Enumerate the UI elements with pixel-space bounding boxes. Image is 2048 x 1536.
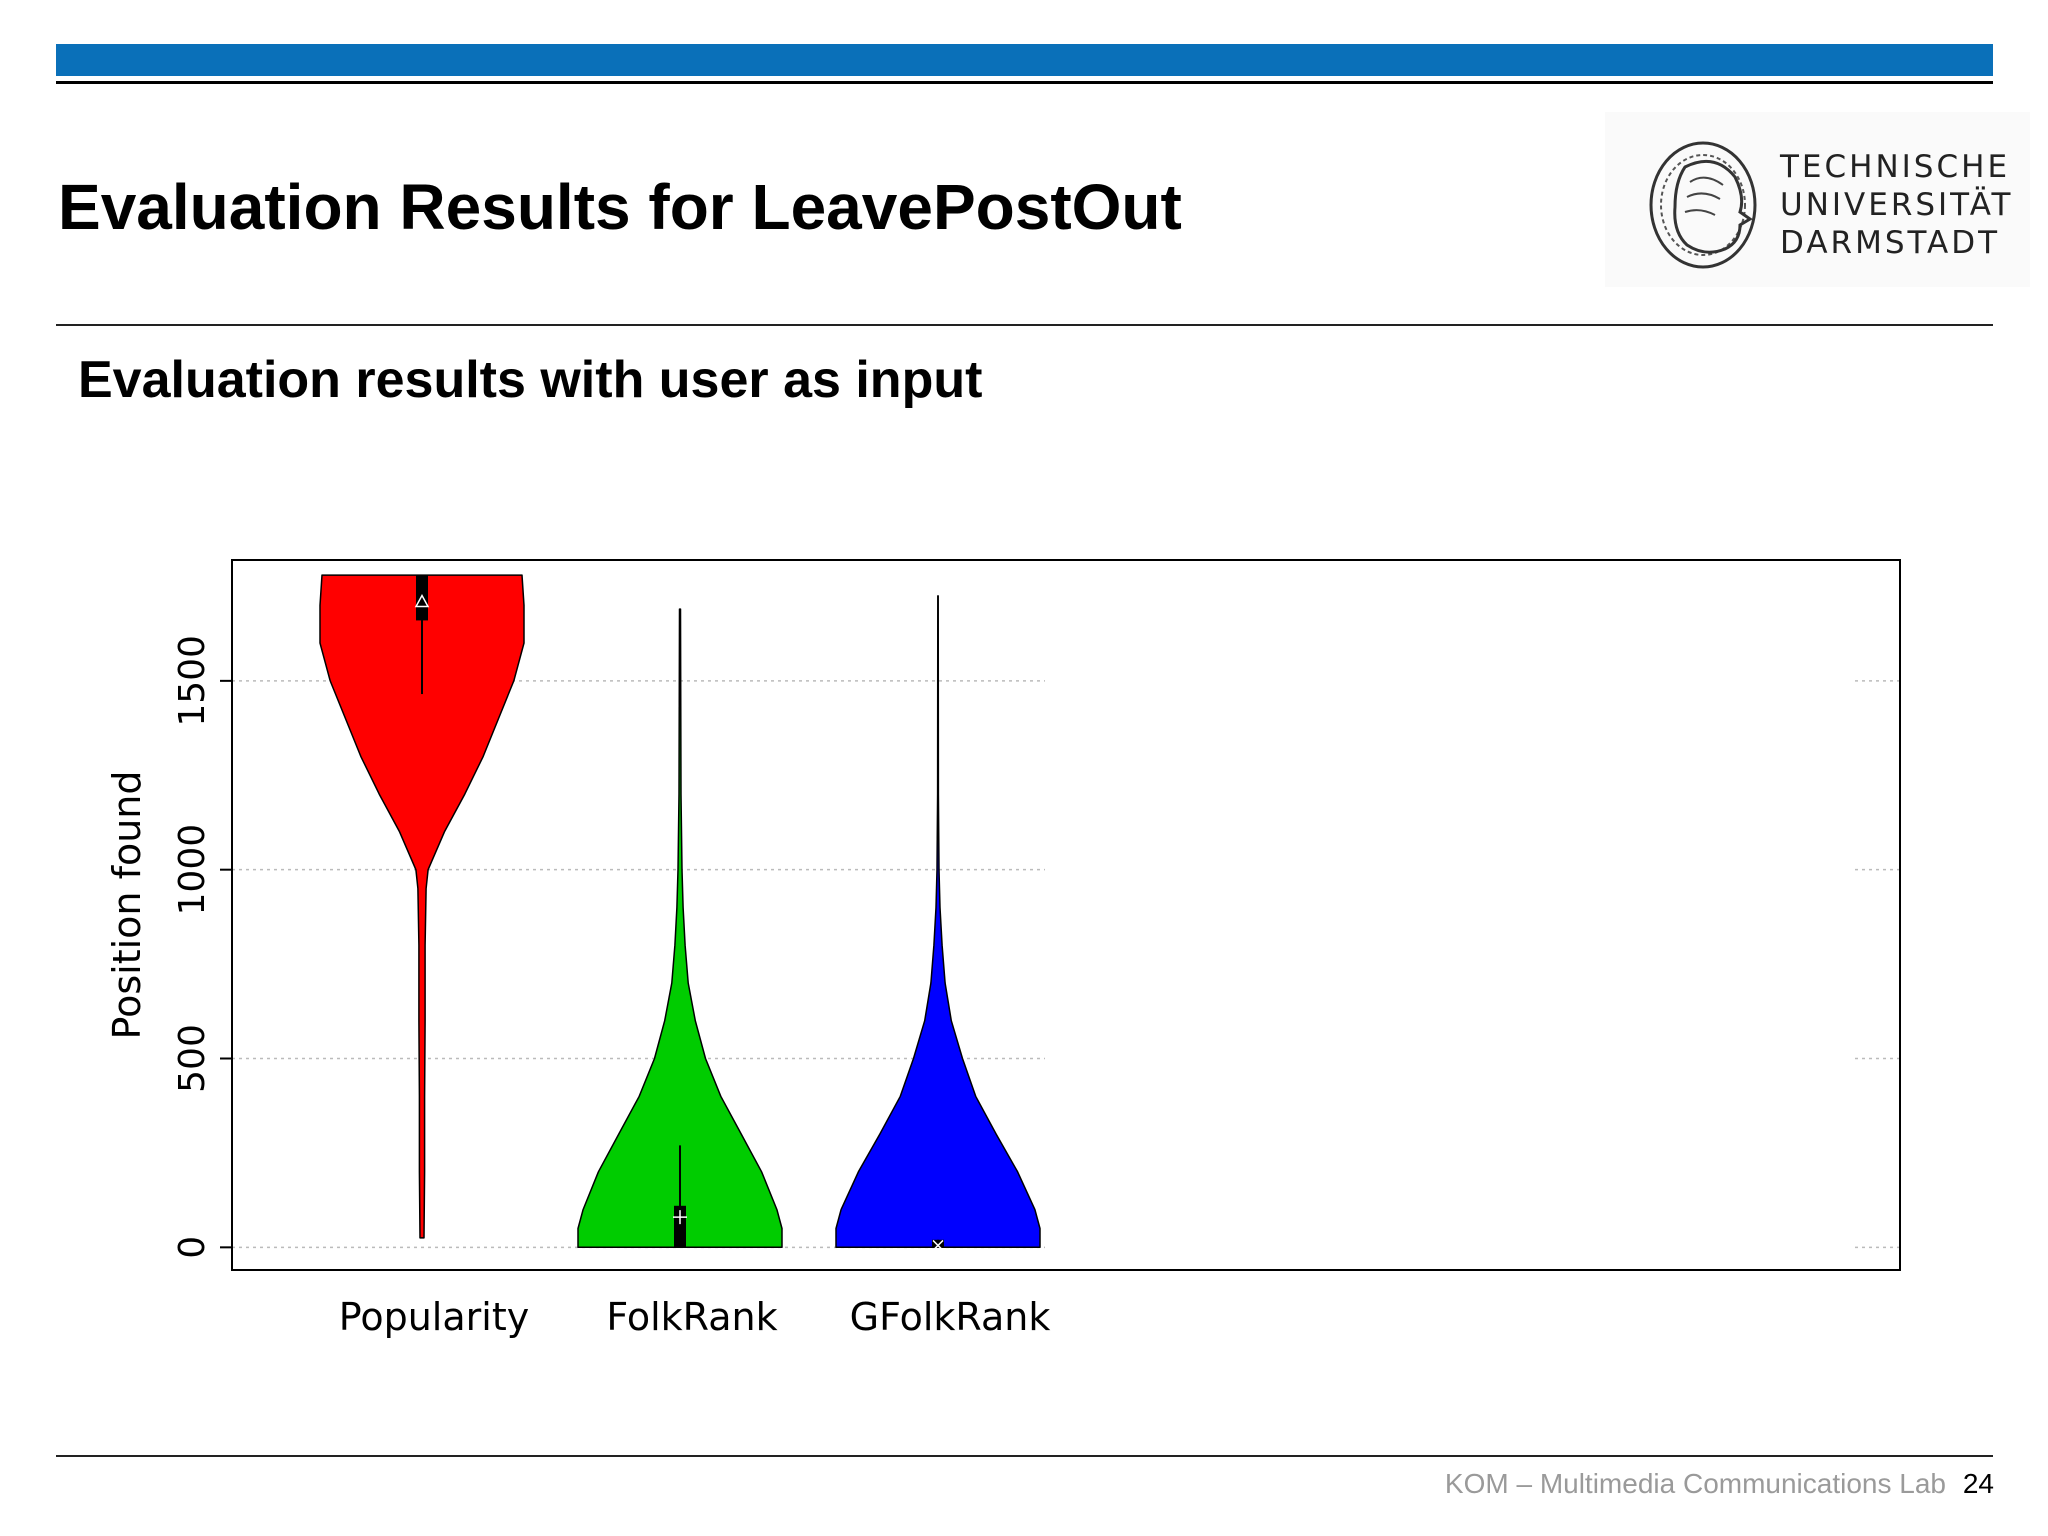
title-separator bbox=[56, 324, 1993, 326]
slide-subtitle: Evaluation results with user as input bbox=[78, 351, 983, 409]
logo-line: DARMSTADT bbox=[1780, 225, 2001, 261]
slide-title: Evaluation Results for LeavePostOut bbox=[58, 171, 1182, 243]
logo-line: UNIVERSITÄT bbox=[1780, 187, 2014, 223]
median-marker bbox=[932, 1239, 944, 1251]
grid-lines bbox=[232, 680, 1900, 1249]
y-tick-label: 1000 bbox=[172, 824, 213, 916]
violin-chart: 0 500 1000 1500 Popularity FolkRank GFolkRank… bbox=[105, 559, 1901, 1339]
logo-text: TECHNISCHE UNIVERSITÄT DARMSTADT bbox=[1780, 148, 2013, 262]
footer-separator bbox=[56, 1455, 1993, 1457]
y-axis-label: Position found bbox=[105, 771, 149, 1040]
x-tick-label: FolkRank bbox=[606, 1295, 777, 1339]
iqr-box-folkrank bbox=[674, 1205, 686, 1248]
logo-line: TECHNISCHE bbox=[1780, 149, 2011, 185]
median-marker bbox=[414, 593, 430, 608]
plot-frame bbox=[231, 559, 1901, 1271]
violin-popularity bbox=[319, 574, 525, 1239]
x-axis: Popularity FolkRank GFolkRank bbox=[339, 1295, 1051, 1339]
y-tick-label: 1500 bbox=[172, 635, 213, 727]
violins bbox=[319, 574, 1041, 1251]
footer-lab-name: KOM – Multimedia Communications Lab bbox=[1444, 1468, 1946, 1499]
x-tick-label: GFolkRank bbox=[850, 1295, 1051, 1339]
iqr-box-gfolkrank bbox=[932, 1239, 944, 1248]
median-marker bbox=[673, 1210, 687, 1225]
header-bar bbox=[56, 44, 1993, 76]
violin-folkrank bbox=[577, 608, 783, 1249]
iqr-box-popularity bbox=[416, 575, 428, 621]
page-number: 24 bbox=[1962, 1468, 1994, 1499]
y-tick-label: 500 bbox=[172, 1024, 213, 1093]
header-rule bbox=[56, 81, 1993, 84]
university-logo: TECHNISCHE UNIVERSITÄT DARMSTADT bbox=[1605, 112, 2030, 287]
y-axis: 0 500 1000 1500 bbox=[172, 635, 232, 1259]
violin-gfolkrank bbox=[835, 595, 1041, 1249]
y-tick-label: 0 bbox=[172, 1236, 213, 1259]
x-tick-label: Popularity bbox=[339, 1295, 529, 1339]
athena-seal-icon bbox=[1649, 141, 1757, 269]
